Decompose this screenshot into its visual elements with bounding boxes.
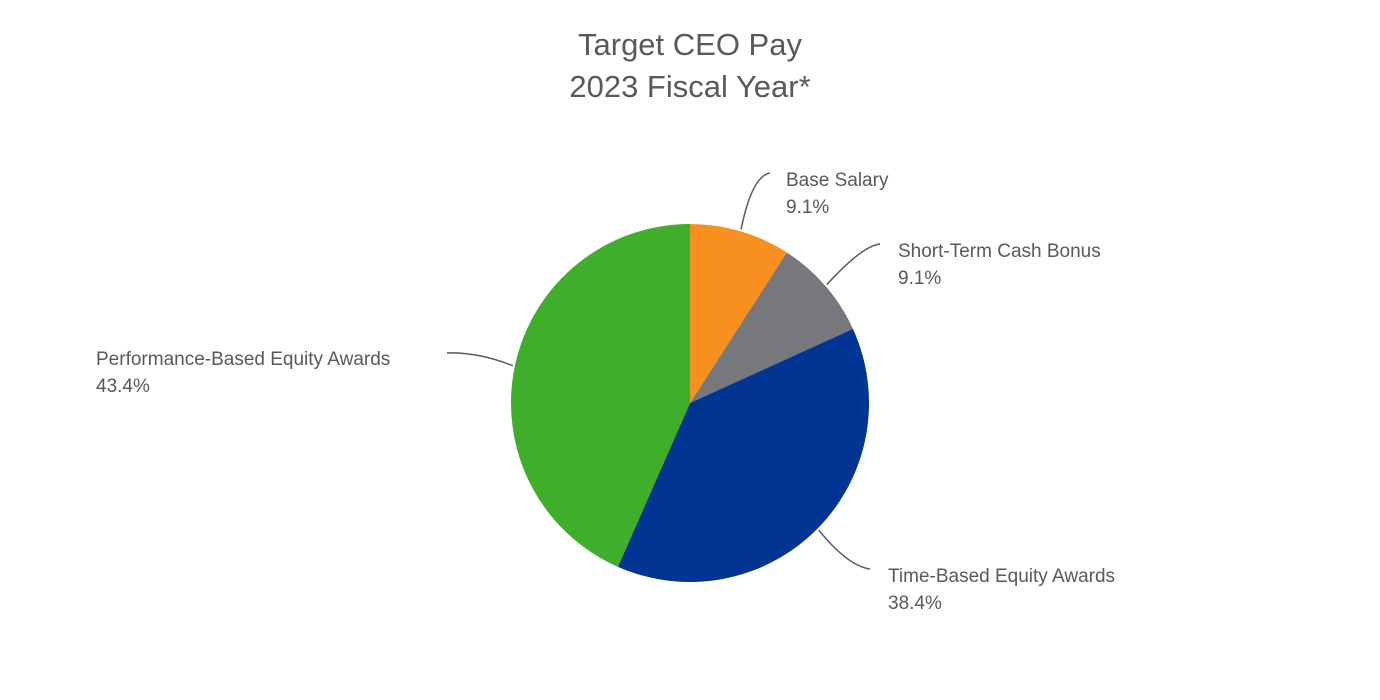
leader-line (826, 243, 881, 286)
slice-value-label: 38.4% (888, 593, 942, 614)
slice-value-label: 43.4% (96, 376, 150, 397)
leader-line (818, 529, 871, 570)
pie-slices (510, 224, 869, 583)
slice-labels: Base Salary 9.1% Short-Term Cash Bonus 9.1%… (96, 170, 1115, 614)
leader-line (740, 172, 771, 230)
pie-slice (510, 224, 690, 567)
chart-title: Target CEO Pay 2023 Fiscal Year* (0, 24, 1380, 108)
chart-title-line-1: Target CEO Pay (578, 27, 802, 62)
chart-title-line-2: 2023 Fiscal Year* (569, 69, 811, 104)
pie-slice (690, 224, 787, 403)
slice-category-label: Time-Based Equity Awards (888, 566, 1115, 587)
slice-category-label: Base Salary (786, 170, 889, 191)
slice-value-label: 9.1% (898, 268, 941, 289)
slice-category-label: Performance-Based Equity Awards (96, 349, 390, 370)
leader-line (446, 352, 514, 367)
pie-slice (690, 252, 853, 403)
slice-value-label: 9.1% (786, 197, 829, 218)
leader-lines (446, 172, 881, 570)
slice-category-label: Short-Term Cash Bonus (898, 241, 1101, 262)
pie-slice (617, 328, 869, 583)
